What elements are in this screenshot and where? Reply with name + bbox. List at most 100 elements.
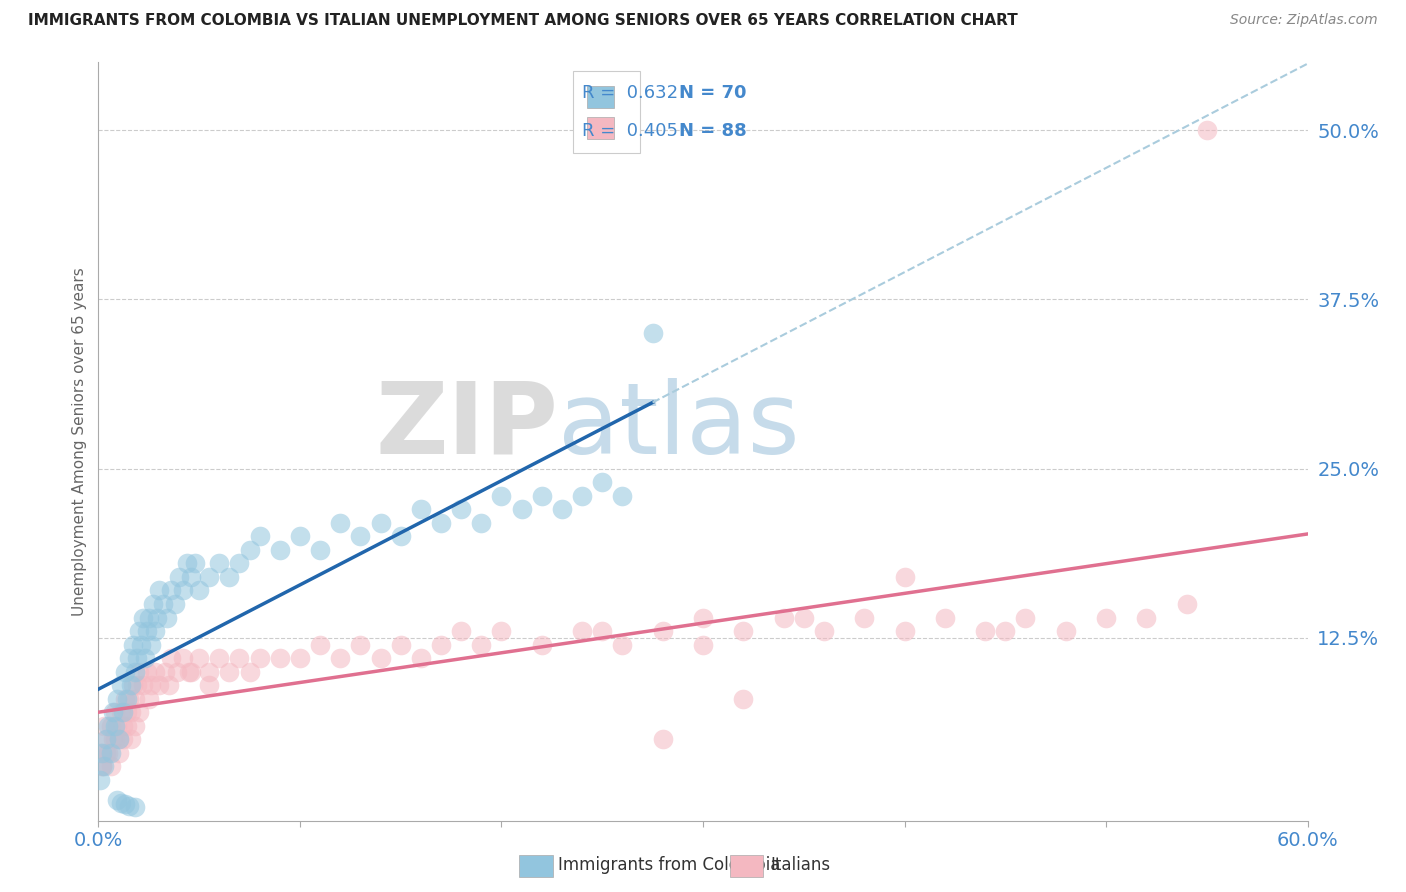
Point <box>132 678 155 692</box>
Point <box>692 638 714 652</box>
Point <box>198 678 221 692</box>
Point <box>249 651 271 665</box>
Point <box>309 542 332 557</box>
Point <box>571 489 593 503</box>
Point <box>228 557 250 571</box>
Point <box>163 597 186 611</box>
Point <box>1135 610 1157 624</box>
Point <box>184 557 207 571</box>
Point <box>132 610 155 624</box>
Point <box>152 597 174 611</box>
Point <box>101 732 124 747</box>
Point <box>100 759 122 773</box>
Point <box>105 719 128 733</box>
Point <box>89 772 111 787</box>
Point <box>93 719 115 733</box>
Point <box>166 665 188 679</box>
Point <box>96 732 118 747</box>
Text: Italians: Italians <box>770 856 831 874</box>
Point <box>349 529 371 543</box>
Point <box>135 624 157 639</box>
Point <box>450 502 472 516</box>
Point <box>430 516 453 530</box>
Point <box>118 691 141 706</box>
Point <box>111 732 134 747</box>
Point <box>114 797 136 812</box>
Point <box>91 746 114 760</box>
Point <box>111 706 134 720</box>
Point <box>100 746 122 760</box>
Point <box>97 746 120 760</box>
Point <box>111 719 134 733</box>
Point <box>160 583 183 598</box>
Point <box>148 678 170 692</box>
Point <box>121 678 143 692</box>
Point <box>100 719 122 733</box>
Point <box>120 678 142 692</box>
Point <box>115 706 138 720</box>
Point <box>101 706 124 720</box>
Point <box>115 719 138 733</box>
Point <box>105 793 128 807</box>
Point <box>893 624 915 639</box>
Text: N = 88: N = 88 <box>679 121 747 140</box>
Point <box>135 665 157 679</box>
Point <box>591 475 613 490</box>
Point <box>733 624 755 639</box>
Point <box>853 610 876 624</box>
Point <box>813 624 835 639</box>
Point <box>530 489 553 503</box>
Text: atlas: atlas <box>558 378 800 475</box>
Point <box>143 624 166 639</box>
Point <box>329 516 352 530</box>
Point <box>180 570 202 584</box>
Point <box>409 651 432 665</box>
Point <box>370 651 392 665</box>
Point <box>370 516 392 530</box>
Point <box>1014 610 1036 624</box>
Point <box>571 624 593 639</box>
Point <box>128 706 150 720</box>
Point <box>188 651 211 665</box>
Point <box>146 610 169 624</box>
Point <box>208 557 231 571</box>
Point <box>389 529 412 543</box>
Point <box>612 638 634 652</box>
Point <box>198 665 221 679</box>
Point <box>114 691 136 706</box>
Point <box>470 516 492 530</box>
Point <box>96 746 118 760</box>
Point <box>107 746 129 760</box>
Point <box>510 502 533 516</box>
Point <box>218 665 240 679</box>
Point <box>134 651 156 665</box>
Point <box>389 638 412 652</box>
Point <box>91 759 114 773</box>
Point <box>591 624 613 639</box>
Point <box>450 624 472 639</box>
Point <box>208 651 231 665</box>
Point <box>96 732 118 747</box>
Point <box>142 597 165 611</box>
Point <box>692 610 714 624</box>
Point <box>172 651 194 665</box>
Point <box>156 610 179 624</box>
Point <box>110 706 132 720</box>
Point <box>188 583 211 598</box>
Point <box>120 706 142 720</box>
Point <box>249 529 271 543</box>
Point <box>172 583 194 598</box>
Point <box>124 719 146 733</box>
Text: R =  0.632: R = 0.632 <box>582 84 678 102</box>
Point <box>491 489 513 503</box>
Point <box>103 719 125 733</box>
Point <box>148 583 170 598</box>
Point <box>128 624 150 639</box>
Point <box>470 638 492 652</box>
Point <box>179 665 201 679</box>
Point <box>934 610 956 624</box>
Point <box>974 624 997 639</box>
Point <box>124 665 146 679</box>
Point <box>288 651 311 665</box>
Point <box>118 798 141 813</box>
